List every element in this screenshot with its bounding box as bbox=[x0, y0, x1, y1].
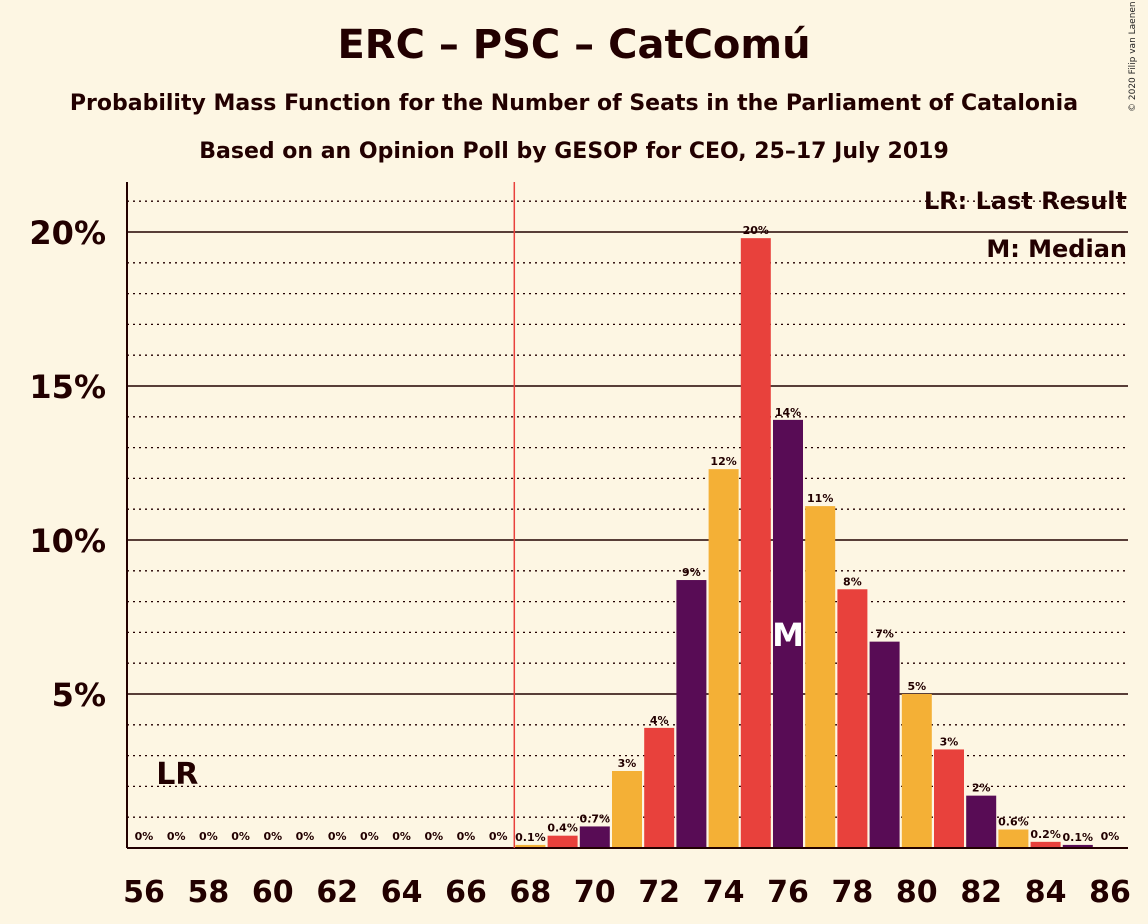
data-label: 0% bbox=[392, 830, 411, 843]
bar bbox=[901, 694, 932, 848]
data-label: 0% bbox=[360, 830, 379, 843]
data-label: 7% bbox=[875, 628, 894, 641]
data-label: 0.1% bbox=[515, 831, 546, 844]
bars bbox=[515, 238, 1093, 848]
median-marker: M bbox=[772, 616, 804, 654]
data-label: 0% bbox=[489, 830, 508, 843]
data-label: 0% bbox=[135, 830, 154, 843]
data-label: 0.2% bbox=[1030, 828, 1061, 841]
data-label: 0% bbox=[457, 830, 476, 843]
bar bbox=[1030, 841, 1061, 848]
y-tick-label: 5% bbox=[52, 676, 106, 714]
x-tick-label: 76 bbox=[767, 875, 809, 910]
x-tick-label: 64 bbox=[381, 875, 423, 910]
legend-median: M: Median bbox=[986, 235, 1127, 263]
x-tick-label: 80 bbox=[896, 875, 938, 910]
x-tick-label: 68 bbox=[510, 875, 552, 910]
chart-subtitle-source: Based on an Opinion Poll by GESOP for CE… bbox=[199, 139, 949, 164]
bar bbox=[966, 795, 997, 848]
bar bbox=[934, 749, 964, 848]
data-label: 3% bbox=[940, 735, 959, 748]
x-tick-label: 82 bbox=[960, 875, 1002, 910]
data-label: 0% bbox=[328, 830, 347, 843]
data-label: 0.6% bbox=[998, 816, 1029, 829]
bar bbox=[579, 826, 610, 848]
y-tick-label: 15% bbox=[29, 368, 106, 406]
data-label: 0% bbox=[231, 830, 250, 843]
x-tick-label: 86 bbox=[1089, 875, 1131, 910]
data-label: 0% bbox=[199, 830, 218, 843]
data-label: 8% bbox=[843, 575, 862, 588]
x-tick-label: 66 bbox=[445, 875, 487, 910]
y-axis-ticks: 5% 10% 15% 20% bbox=[29, 214, 106, 714]
gridlines bbox=[127, 200, 1128, 818]
data-label: 0% bbox=[167, 830, 186, 843]
data-labels: 0% 0% 0% 0% 0% 0% 0% 0% 0% 0% 0% 0% 0.1%0.4%0.7%3%4%… bbox=[135, 224, 1120, 844]
bar bbox=[773, 419, 803, 848]
data-label: 20% bbox=[743, 224, 769, 237]
bar bbox=[515, 844, 546, 848]
data-label: 0% bbox=[263, 830, 282, 843]
x-tick-label: 70 bbox=[574, 875, 616, 910]
legend-last-result: LR: Last Result bbox=[924, 187, 1127, 215]
x-tick-label: 84 bbox=[1025, 875, 1067, 910]
bar bbox=[837, 589, 868, 848]
bar bbox=[612, 771, 642, 848]
x-tick-label: 72 bbox=[638, 875, 680, 910]
y-tick-label: 20% bbox=[29, 214, 106, 252]
bar bbox=[998, 829, 1029, 848]
data-label: 14% bbox=[775, 406, 801, 419]
x-axis-ticks: 56 58 60 62 64 66 68 70 72 74 76 78 80 82 84 86 bbox=[123, 875, 1131, 910]
bar bbox=[644, 727, 675, 848]
data-label: 5% bbox=[907, 680, 926, 693]
x-tick-label: 62 bbox=[316, 875, 358, 910]
data-label: 0% bbox=[424, 830, 443, 843]
chart-title: ERC – PSC – CatComú bbox=[337, 22, 811, 68]
y-tick-label: 10% bbox=[29, 522, 106, 560]
bar bbox=[805, 506, 836, 848]
data-label: 0.1% bbox=[1063, 831, 1094, 844]
data-label: 3% bbox=[618, 757, 637, 770]
x-tick-label: 78 bbox=[832, 875, 874, 910]
bar bbox=[869, 641, 900, 848]
chart-subtitle: Probability Mass Function for the Number… bbox=[69, 91, 1079, 116]
data-label: 0.7% bbox=[580, 812, 611, 825]
last-result-marker: LR bbox=[156, 757, 198, 792]
data-label: 0% bbox=[296, 830, 315, 843]
data-label: 0.4% bbox=[547, 822, 578, 835]
bar bbox=[676, 580, 707, 848]
bar bbox=[740, 238, 771, 848]
data-label: 9% bbox=[682, 566, 701, 579]
data-label: 4% bbox=[650, 714, 669, 727]
x-tick-label: 58 bbox=[188, 875, 230, 910]
data-label: 0% bbox=[1101, 830, 1120, 843]
data-label: 2% bbox=[972, 782, 991, 795]
bar bbox=[708, 469, 739, 848]
data-label: 12% bbox=[710, 455, 736, 468]
x-tick-label: 74 bbox=[703, 875, 745, 910]
bar bbox=[1062, 844, 1093, 848]
bar bbox=[547, 835, 578, 848]
data-label: 11% bbox=[807, 492, 833, 505]
x-tick-label: 56 bbox=[123, 875, 165, 910]
x-tick-label: 60 bbox=[252, 875, 294, 910]
